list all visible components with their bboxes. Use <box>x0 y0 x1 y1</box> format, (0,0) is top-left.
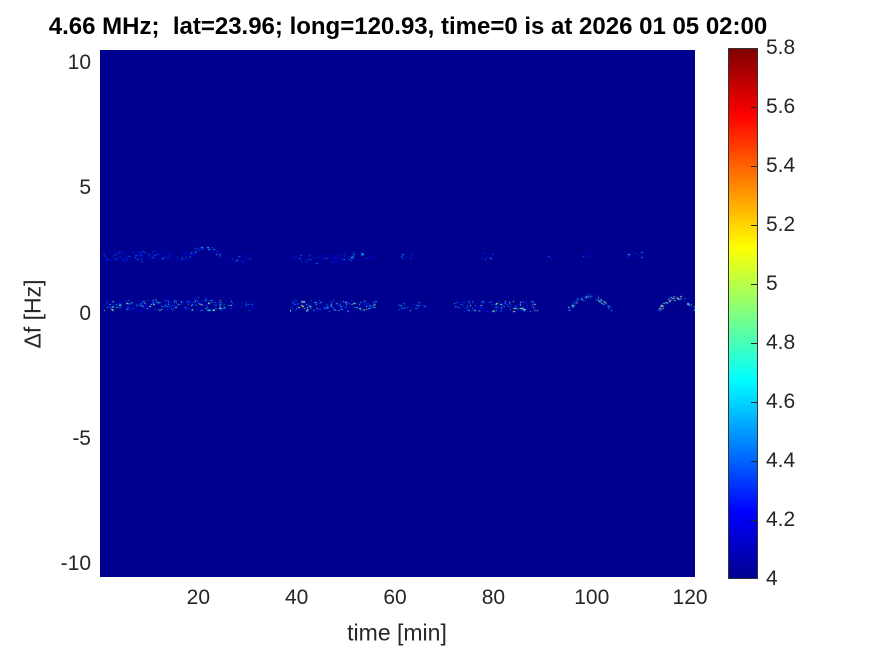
spectrogram-canvas <box>100 50 695 577</box>
y-axis-label: Δf [Hz] <box>19 279 46 349</box>
x-axis-label: time [min] <box>347 619 447 646</box>
colorbar-tick-label-5.8: 5.8 <box>766 36 796 59</box>
colorbar-tick-label-4.6: 4.6 <box>766 390 796 413</box>
x-tick-label-20: 20 <box>186 586 211 609</box>
y-tick-label-5: 5 <box>79 176 91 200</box>
x-tick-label-60: 60 <box>383 586 407 609</box>
x-tick-label-100: 100 <box>574 586 610 609</box>
colorbar-tickmark <box>751 166 757 167</box>
colorbar-tick-label-5.2: 5.2 <box>766 213 796 236</box>
colorbar-tick-label-4.2: 4.2 <box>766 508 796 531</box>
colorbar-tick-label-5.4: 5.4 <box>766 154 796 177</box>
colorbar-tick-label-4.8: 4.8 <box>766 331 796 354</box>
colorbar-tickmark <box>751 284 757 285</box>
colorbar-tick-label-4.4: 4.4 <box>766 449 796 472</box>
y-tick-label-10: 10 <box>67 50 91 74</box>
colorbar-tick-label-5.6: 5.6 <box>766 95 796 118</box>
colorbar-tickmark <box>751 343 757 344</box>
colorbar-tick-label-5: 5 <box>766 272 778 295</box>
y-tick-label-0: 0 <box>79 301 91 325</box>
x-tick-label-80: 80 <box>481 586 506 609</box>
colorbar-tickmark <box>751 461 757 462</box>
x-tick-label-40: 40 <box>285 586 309 609</box>
colorbar-tickmark <box>751 225 757 226</box>
colorbar-tickmark <box>751 520 757 521</box>
colorbar-tick-label-4: 4 <box>766 567 778 590</box>
plot-title: 4.66 MHz; lat=23.96; long=120.93, time=0… <box>48 13 768 40</box>
colorbar <box>728 48 758 579</box>
y-tick-label--10: -10 <box>60 552 91 576</box>
colorbar-tickmark <box>751 402 757 403</box>
x-tick-label-120: 120 <box>672 586 708 609</box>
y-tick-label--5: -5 <box>72 426 91 450</box>
colorbar-tickmark <box>751 107 757 108</box>
